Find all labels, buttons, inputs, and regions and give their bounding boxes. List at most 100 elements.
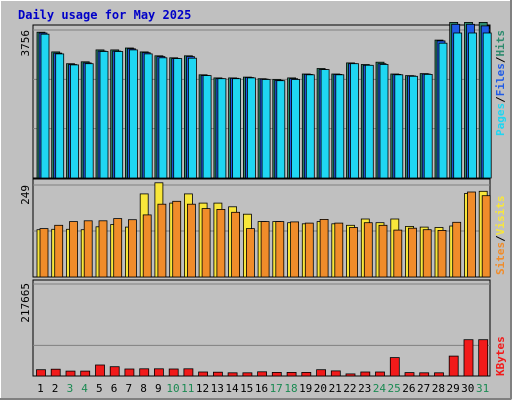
- volume-bar-kbytes-day-17: [271, 371, 282, 377]
- visitors-bar-sites-day-26: [408, 227, 417, 278]
- traffic-bar-pages-day-13: [217, 78, 227, 179]
- x-tick-day-25: 25: [387, 382, 400, 395]
- x-tick-day-22: 22: [343, 382, 356, 395]
- traffic-bar-pages-day-25: [394, 74, 404, 179]
- visitors-bar-sites-day-14: [231, 211, 241, 278]
- volume-bar-kbytes-day-1: [36, 369, 46, 377]
- traffic-bar-pages-day-28: [438, 42, 448, 179]
- visitors-legend: Sites/Visits: [494, 196, 507, 276]
- volume-panel: [32, 279, 491, 377]
- x-tick-day-31: 31: [476, 382, 489, 395]
- volume-bar-kbytes-day-8: [139, 368, 150, 377]
- traffic-bar-pages-day-5: [99, 51, 109, 179]
- legend-traffic-0: Pages: [494, 103, 507, 136]
- visitors-bar-sites-day-11: [186, 203, 196, 278]
- x-tick-day-23: 23: [358, 382, 371, 395]
- volume-bar-kbytes-day-27: [419, 372, 430, 377]
- traffic-bar-pages-day-19: [305, 74, 315, 179]
- visitors-bar-sites-day-25: [393, 229, 403, 278]
- x-tick-day-18: 18: [284, 382, 297, 395]
- visitors-bar-sites-day-21: [334, 222, 344, 278]
- bar-layer: [36, 21, 492, 377]
- x-tick-day-12: 12: [196, 382, 209, 395]
- legend-visitors-2: Visits: [494, 196, 507, 236]
- x-tick-day-28: 28: [432, 382, 445, 395]
- traffic-bar-pages-day-29: [453, 32, 463, 179]
- x-tick-day-1: 1: [37, 382, 44, 395]
- visitors-bar-sites-day-29: [452, 221, 462, 278]
- traffic-bar-pages-day-22: [350, 63, 359, 179]
- visitors-bar-sites-day-27: [422, 229, 432, 278]
- volume-bar-kbytes-day-14: [227, 372, 238, 377]
- volume-legend: KBytes: [494, 336, 507, 376]
- volume-bar-kbytes-day-24: [375, 371, 385, 377]
- volume-bar-kbytes-day-18: [286, 371, 297, 377]
- x-axis-labels: 1 2 3 4 5 6 7 8 9 10 11 12 13 14 15 16 17 18 19 20 21 22 23 24 2…: [37, 382, 489, 395]
- traffic-bar-pages-day-3: [70, 64, 79, 179]
- volume-bar-kbytes-day-25: [389, 357, 400, 377]
- visitors-bar-sites-day-4: [83, 220, 93, 278]
- traffic-bar-pages-day-14: [232, 78, 242, 179]
- visitors-bar-sites-day-20: [319, 218, 329, 278]
- visitors-bar-sites-day-23: [363, 222, 373, 278]
- traffic-bar-pages-day-16: [261, 79, 271, 179]
- volume-bar-kbytes-day-21: [330, 370, 341, 377]
- visitors-bar-sites-day-9: [157, 203, 167, 278]
- visitors-bar-sites-day-28: [437, 229, 447, 278]
- chart-title: Daily usage for May 2025: [18, 8, 191, 22]
- volume-bar-kbytes-day-12: [198, 371, 209, 377]
- volume-bar-kbytes-day-23: [360, 371, 371, 377]
- traffic-legend: Pages/Files/Hits: [494, 30, 507, 136]
- legend-traffic-1: /: [494, 96, 507, 103]
- x-tick-day-7: 7: [125, 382, 132, 395]
- x-tick-day-26: 26: [402, 382, 415, 395]
- visitors-bar-sites-day-15: [245, 228, 255, 278]
- volume-bar-kbytes-day-10: [168, 368, 179, 377]
- traffic-bar-pages-day-24: [379, 64, 389, 179]
- x-tick-day-5: 5: [96, 382, 103, 395]
- visitors-bar-sites-day-10: [172, 200, 182, 278]
- traffic-bar-pages-day-10: [173, 58, 183, 179]
- traffic-bar-pages-day-8: [143, 53, 153, 179]
- x-tick-day-3: 3: [67, 382, 74, 395]
- traffic-bar-pages-day-27: [423, 74, 433, 179]
- volume-bar-kbytes-day-6: [109, 366, 120, 377]
- x-tick-day-30: 30: [461, 382, 474, 395]
- x-tick-day-27: 27: [417, 382, 430, 395]
- traffic-bar-pages-day-26: [409, 75, 418, 179]
- volume-bar-kbytes-day-26: [404, 372, 415, 377]
- traffic-ymax-label: 3756: [19, 30, 32, 57]
- volume-plot-area: [32, 279, 491, 377]
- x-tick-day-11: 11: [181, 382, 194, 395]
- traffic-bar-pages-day-30: [468, 32, 477, 179]
- volume-bar-kbytes-day-2: [50, 368, 61, 377]
- volume-bar-kbytes-day-13: [212, 371, 223, 377]
- x-tick-day-20: 20: [314, 382, 327, 395]
- x-tick-day-17: 17: [270, 382, 283, 395]
- x-tick-day-19: 19: [299, 382, 312, 395]
- visitors-bar-sites-day-7: [127, 219, 137, 278]
- traffic-bar-pages-day-15: [246, 77, 256, 179]
- volume-bar-kbytes-day-15: [242, 372, 253, 377]
- visitors-bar-sites-day-31: [481, 195, 491, 278]
- x-tick-day-13: 13: [211, 382, 224, 395]
- visitors-bar-sites-day-13: [216, 208, 226, 278]
- visitors-ymax-label: 249: [19, 185, 32, 205]
- legend-volume-0: KBytes: [494, 336, 507, 376]
- traffic-bar-pages-day-2: [55, 53, 65, 179]
- x-tick-day-15: 15: [240, 382, 253, 395]
- visitors-bar-sites-day-1: [39, 228, 49, 278]
- volume-bar-kbytes-day-22: [345, 373, 356, 377]
- traffic-bar-pages-day-17: [276, 80, 286, 179]
- traffic-bar-pages-day-9: [158, 57, 168, 179]
- legend-visitors-1: /: [494, 235, 507, 242]
- visitors-bar-sites-day-17: [275, 221, 285, 278]
- visitors-bar-sites-day-18: [290, 221, 300, 278]
- traffic-bar-pages-day-7: [128, 49, 138, 179]
- visitors-bar-sites-day-22: [349, 227, 358, 278]
- traffic-bar-pages-day-1: [40, 33, 50, 179]
- volume-bar-kbytes-day-5: [95, 364, 105, 377]
- x-tick-day-21: 21: [329, 382, 342, 395]
